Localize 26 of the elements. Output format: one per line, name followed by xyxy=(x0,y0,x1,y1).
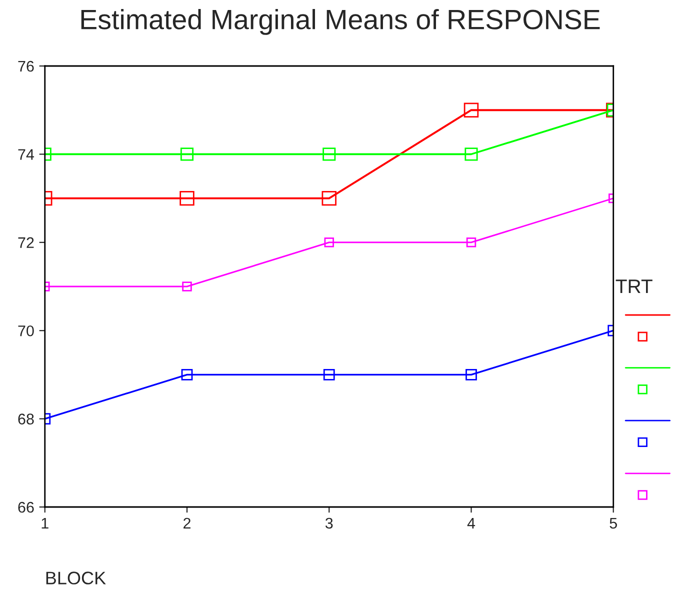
y-tick-label: 76 xyxy=(18,60,34,72)
point xyxy=(323,369,335,380)
point xyxy=(464,148,478,161)
x-tick-label: 2 xyxy=(184,518,190,528)
point xyxy=(322,148,336,161)
point xyxy=(464,102,479,118)
y-tick-label: 72 xyxy=(18,237,34,248)
point xyxy=(182,282,192,292)
x-tick-label: 3 xyxy=(325,518,333,529)
y-tick-label: 66 xyxy=(18,502,34,513)
x-tick-label: 5 xyxy=(610,518,617,529)
y-tick-label: 74 xyxy=(18,149,34,160)
y-tick-label: 70 xyxy=(18,325,34,336)
legend-title: TRT xyxy=(616,280,652,294)
point xyxy=(324,238,334,248)
x-tick-label: 4 xyxy=(467,518,476,528)
x-axis-title: BLOCK xyxy=(46,572,106,584)
point xyxy=(180,190,194,206)
point xyxy=(322,190,336,206)
point xyxy=(466,238,476,248)
y-tick-label: 68 xyxy=(18,414,34,424)
point xyxy=(466,369,477,380)
chart-title: Estimated Marginal Means of RESPONSE xyxy=(81,9,600,35)
point xyxy=(180,148,194,161)
x-tick-label: 1 xyxy=(42,518,48,528)
point xyxy=(181,369,193,380)
